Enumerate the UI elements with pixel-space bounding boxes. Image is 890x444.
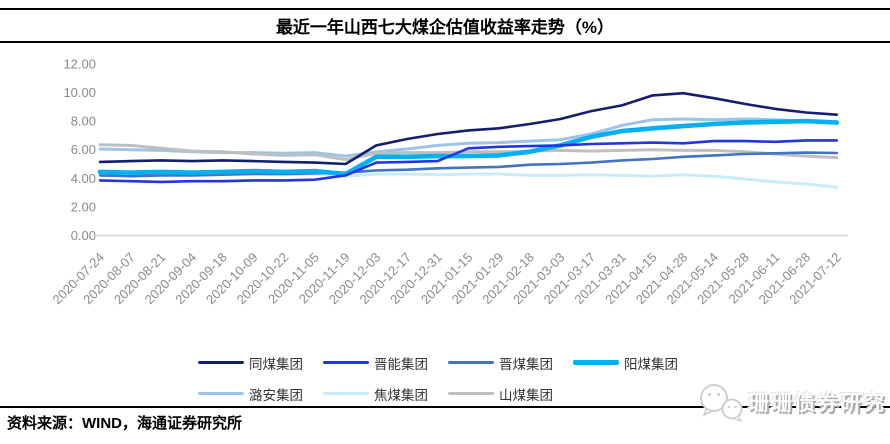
footer-rule (0, 406, 890, 408)
legend-label: 焦煤集团 (374, 387, 428, 403)
y-axis-tick-label: 0.00 (71, 228, 96, 243)
legend-label: 山煤集团 (499, 387, 553, 403)
title-top-rule (0, 8, 890, 10)
legend-label: 晋煤集团 (499, 356, 553, 372)
chart-title: 最近一年山西七大煤企估值收益率走势（%） (275, 18, 615, 37)
watermark: 珊珊债券研究 (696, 382, 886, 422)
line-series (98, 91, 839, 166)
y-axis-tick-label: 12.00 (63, 56, 96, 71)
y-axis-tick-label: 4.00 (71, 171, 96, 186)
line-series (98, 151, 839, 178)
y-axis-tick-label: 2.00 (71, 199, 96, 214)
legend-item: 晋能集团 (323, 347, 448, 378)
watermark-text: 珊珊债券研究 (748, 392, 886, 415)
legend-line-swatch (448, 392, 494, 395)
line-series (98, 143, 839, 162)
legend-item: 阳煤集团 (573, 347, 698, 378)
legend-item: 晋煤集团 (448, 347, 573, 378)
y-axis-tick-label: 6.00 (71, 142, 96, 157)
legend-label: 阳煤集团 (624, 356, 678, 372)
legend-line-swatch (448, 361, 494, 364)
legend-label: 晋能集团 (374, 356, 428, 372)
legend-line-swatch (573, 360, 619, 365)
wechat-bubbles-icon (700, 384, 743, 422)
legend-item: 同煤集团 (198, 347, 323, 378)
legend-label: 潞安集团 (249, 387, 303, 403)
y-axis-tick-label: 8.00 (71, 114, 96, 129)
legend-line-swatch (323, 392, 369, 395)
legend-line-swatch (198, 361, 244, 364)
legend-line-swatch (198, 392, 244, 395)
line-series (98, 139, 839, 184)
y-axis-tick-label: 10.00 (63, 85, 96, 100)
chart-legend: 同煤集团 晋能集团 晋煤集团 阳煤集团潞安集团 焦煤集团 山煤集团 (198, 347, 738, 409)
legend-item: 潞安集团 (198, 378, 323, 409)
legend-label: 同煤集团 (249, 356, 303, 372)
title-bottom-rule (0, 41, 890, 43)
source-note: 资料来源：WIND，海通证券研究所 (7, 415, 242, 432)
legend-item: 山煤集团 (448, 378, 573, 409)
legend-item: 焦煤集团 (323, 378, 448, 409)
line-series (97, 118, 840, 177)
line-chart-plot-area: 12.0010.008.006.004.002.000.002020-07-24… (49, 56, 848, 307)
legend-line-swatch (323, 361, 369, 364)
